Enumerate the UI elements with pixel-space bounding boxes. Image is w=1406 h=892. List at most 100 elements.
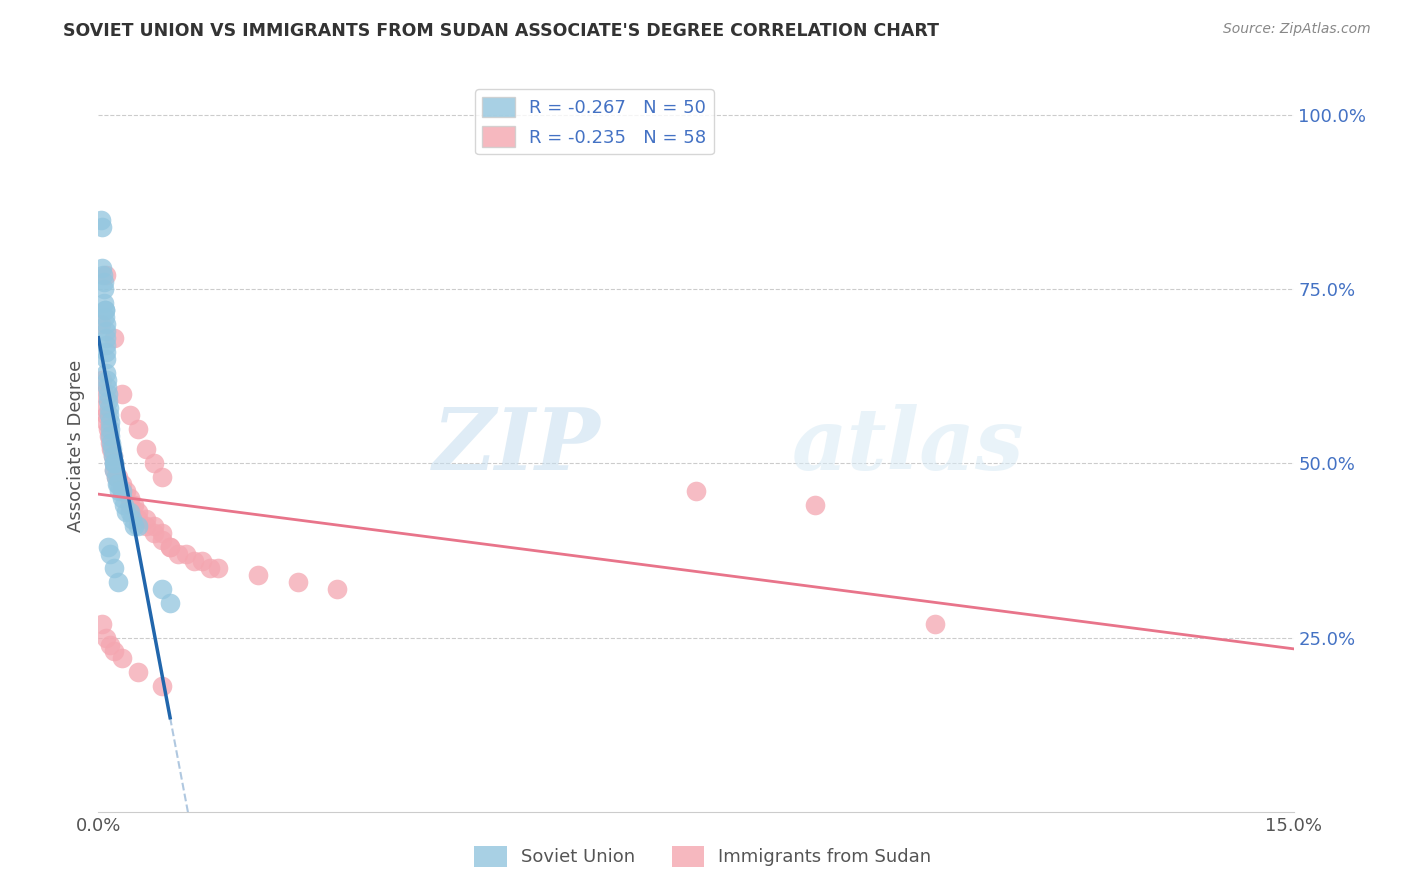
- Text: ZIP: ZIP: [433, 404, 600, 488]
- Point: [93, 296, 115, 310]
- Point: [804, 498, 827, 512]
- Point: [93, 386, 115, 401]
- Point: [98, 435, 122, 450]
- Point: [100, 435, 122, 450]
- Point: [135, 512, 157, 526]
- Point: [103, 561, 125, 575]
- Point: [103, 463, 125, 477]
- Point: [97, 401, 120, 415]
- Point: [287, 574, 309, 589]
- Point: [97, 428, 120, 442]
- Point: [96, 324, 118, 338]
- Point: [93, 275, 115, 289]
- Point: [150, 526, 173, 541]
- Point: [111, 491, 134, 506]
- Point: [104, 470, 127, 484]
- Point: [111, 477, 134, 491]
- Point: [127, 665, 149, 680]
- Point: [111, 484, 134, 499]
- Text: SOVIET UNION VS IMMIGRANTS FROM SUDAN ASSOCIATE'S DEGREE CORRELATION CHART: SOVIET UNION VS IMMIGRANTS FROM SUDAN AS…: [63, 22, 939, 40]
- Point: [103, 457, 125, 471]
- Point: [167, 547, 190, 561]
- Point: [94, 317, 117, 331]
- Point: [124, 498, 146, 512]
- Point: [127, 519, 149, 533]
- Point: [97, 540, 120, 554]
- Point: [150, 582, 173, 596]
- Point: [143, 526, 166, 541]
- Point: [96, 338, 118, 352]
- Point: [90, 317, 112, 331]
- Point: [135, 442, 157, 457]
- Point: [96, 415, 118, 429]
- Point: [112, 498, 135, 512]
- Text: atlas: atlas: [792, 404, 1024, 488]
- Point: [96, 366, 118, 380]
- Point: [98, 547, 122, 561]
- Point: [101, 450, 124, 464]
- Y-axis label: Associate's Degree: Associate's Degree: [66, 359, 84, 533]
- Point: [94, 303, 117, 318]
- Point: [143, 519, 166, 533]
- Point: [94, 401, 117, 415]
- Point: [191, 554, 214, 568]
- Point: [96, 631, 118, 645]
- Point: [326, 582, 349, 596]
- Point: [98, 638, 122, 652]
- Point: [124, 519, 146, 533]
- Point: [94, 310, 117, 325]
- Point: [98, 428, 122, 442]
- Point: [150, 470, 173, 484]
- Point: [143, 457, 166, 471]
- Point: [120, 505, 142, 519]
- Point: [91, 261, 114, 276]
- Point: [97, 386, 120, 401]
- Point: [96, 268, 118, 283]
- Point: [685, 484, 707, 499]
- Point: [150, 679, 173, 693]
- Point: [100, 442, 122, 457]
- Point: [121, 512, 143, 526]
- Point: [93, 282, 115, 296]
- Point: [183, 554, 205, 568]
- Point: [150, 533, 173, 547]
- Point: [94, 331, 117, 345]
- Legend: Soviet Union, Immigrants from Sudan: Soviet Union, Immigrants from Sudan: [467, 838, 939, 874]
- Point: [98, 421, 122, 435]
- Legend: R = -0.267   N = 50, R = -0.235   N = 58: R = -0.267 N = 50, R = -0.235 N = 58: [475, 89, 714, 154]
- Point: [104, 470, 127, 484]
- Point: [94, 303, 117, 318]
- Point: [91, 219, 114, 234]
- Point: [115, 505, 138, 519]
- Point: [97, 421, 120, 435]
- Point: [246, 567, 269, 582]
- Point: [111, 386, 134, 401]
- Point: [108, 484, 131, 499]
- Point: [97, 393, 120, 408]
- Point: [97, 408, 120, 422]
- Point: [135, 519, 157, 533]
- Point: [103, 463, 125, 477]
- Point: [103, 331, 125, 345]
- Point: [96, 345, 118, 359]
- Point: [98, 415, 121, 429]
- Point: [120, 408, 142, 422]
- Point: [96, 380, 118, 394]
- Point: [174, 547, 197, 561]
- Point: [91, 373, 114, 387]
- Point: [107, 477, 129, 491]
- Point: [96, 373, 118, 387]
- Point: [120, 491, 142, 506]
- Point: [103, 457, 125, 471]
- Point: [127, 421, 149, 435]
- Point: [127, 505, 149, 519]
- Point: [924, 616, 946, 631]
- Point: [103, 457, 125, 471]
- Point: [198, 561, 221, 575]
- Point: [127, 512, 149, 526]
- Text: Source: ZipAtlas.com: Source: ZipAtlas.com: [1223, 22, 1371, 37]
- Point: [159, 540, 181, 554]
- Point: [103, 644, 125, 658]
- Point: [101, 442, 124, 457]
- Point: [159, 596, 181, 610]
